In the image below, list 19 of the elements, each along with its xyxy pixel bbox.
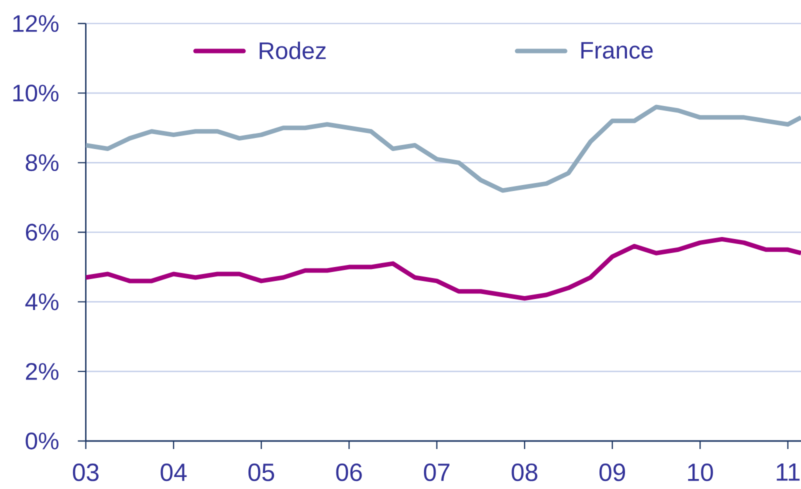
x-tick-label: 04 — [160, 464, 187, 482]
x-tick-label: 07 — [424, 464, 450, 482]
x-tick-label: 10 — [688, 464, 713, 482]
y-tick-label: 6% — [26, 224, 58, 241]
x-tick-label: 09 — [599, 464, 626, 482]
x-tick-label: 06 — [336, 464, 362, 482]
legend-label: France — [581, 42, 653, 59]
x-tick-label: 11 — [776, 464, 800, 481]
x-tick-label: 08 — [512, 464, 538, 482]
line-series — [86, 236, 801, 301]
y-tick-label: 12% — [13, 15, 58, 32]
y-tick-label: 0% — [26, 432, 58, 450]
legend-label: Rodez — [260, 42, 326, 60]
y-tick-label: 2% — [26, 363, 58, 380]
y-tick-label: 8% — [26, 154, 58, 172]
y-tick-label: 10% — [13, 84, 58, 102]
x-tick-label: 05 — [248, 464, 274, 482]
x-tick-label: 03 — [72, 464, 99, 482]
y-tick-label: 4% — [25, 293, 58, 310]
